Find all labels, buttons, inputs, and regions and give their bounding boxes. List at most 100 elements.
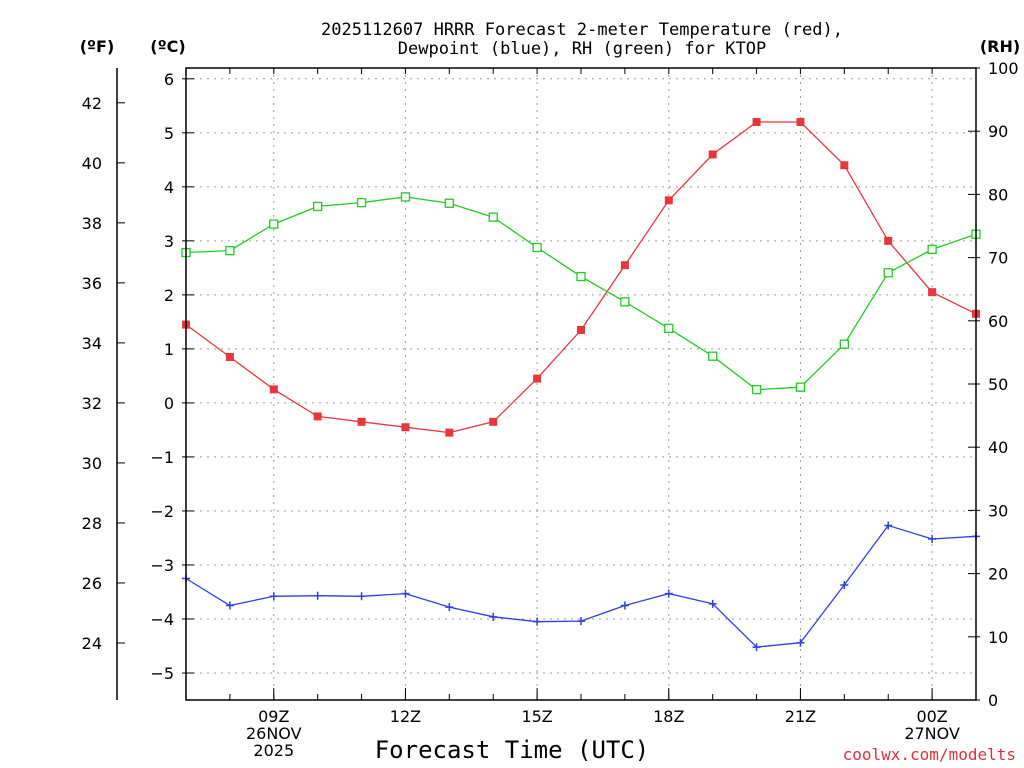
celsius-tick-label: −1 — [150, 448, 174, 467]
chart-title-line1: 2025112607 HRRR Forecast 2-meter Tempera… — [321, 20, 843, 40]
temperature-point — [796, 118, 805, 127]
time-tick-label: 26NOV — [246, 724, 302, 743]
celsius-tick-label: −5 — [150, 664, 174, 683]
rh-tick-label: 20 — [988, 565, 1008, 584]
celsius-tick-label: −4 — [150, 610, 174, 629]
rh-tick-label: 10 — [988, 628, 1008, 647]
dewpoint-point — [796, 638, 805, 647]
rh-tick-label: 0 — [988, 691, 998, 710]
plot-frame — [185, 67, 977, 701]
temperature-point — [533, 374, 542, 383]
celsius-axis: −5 −4 −3 −2 −1 0 1 2 3 4 5 6 — [150, 70, 194, 683]
temperature-point — [489, 417, 498, 426]
celsius-tick-label: −3 — [150, 556, 174, 575]
rh-tick-label: 30 — [988, 501, 1008, 520]
dewpoint-point — [840, 580, 849, 589]
temperature-point — [840, 161, 849, 170]
dewpoint-point — [884, 521, 893, 530]
temperature-point — [664, 196, 673, 205]
fahrenheit-tick-label: 30 — [82, 454, 102, 473]
celsius-tick-label: 0 — [164, 394, 174, 413]
temperature-point — [620, 261, 629, 270]
grid-lines — [186, 68, 976, 700]
temperature-point — [401, 423, 410, 432]
rh-point — [488, 212, 498, 222]
celsius-tick-label: −2 — [150, 502, 174, 521]
time-tick-label: 2025 — [253, 741, 294, 760]
rh-tick-label: 80 — [988, 185, 1008, 204]
rh-point — [576, 271, 586, 282]
rh-point — [400, 192, 411, 202]
rh-axis: 0 10 20 30 40 50 60 70 80 90 100 — [968, 59, 1019, 710]
time-tick-label: 12Z — [390, 707, 421, 726]
dewpoint-point — [401, 589, 410, 598]
celsius-tick-label: 6 — [164, 70, 174, 89]
temperature-point — [752, 118, 761, 127]
dewpoint-point — [752, 643, 761, 652]
dewpoint-point — [664, 589, 673, 598]
celsius-tick-label: 2 — [164, 286, 174, 305]
temperature-point — [225, 352, 234, 361]
celsius-tick-label: 4 — [164, 178, 174, 197]
rh-point — [708, 351, 718, 361]
fahrenheit-tick-label: 40 — [82, 154, 102, 173]
temperature-point — [313, 412, 322, 421]
temperature-point — [445, 428, 454, 437]
series-layer — [181, 118, 981, 652]
series-rh — [181, 192, 981, 395]
dewpoint-point — [489, 612, 498, 621]
rh-point — [532, 242, 542, 253]
rh-tick-label: 60 — [988, 312, 1008, 331]
rh-tick-label: 90 — [988, 122, 1008, 141]
fahrenheit-tick-label: 34 — [82, 334, 102, 353]
temperature-point — [357, 417, 366, 426]
dewpoint-point — [357, 592, 366, 601]
dewpoint-point — [269, 592, 278, 601]
fahrenheit-tick-label: 28 — [82, 514, 102, 533]
fahrenheit-tick-label: 26 — [82, 574, 102, 593]
fahrenheit-axis: 24 26 28 30 32 34 36 38 40 42 — [82, 68, 125, 700]
fahrenheit-tick-label: 32 — [82, 394, 102, 413]
rh-unit-label: (RH) — [980, 37, 1020, 56]
fahrenheit-tick-label: 24 — [82, 634, 102, 653]
credit-label: coolwx.com/modelts — [843, 745, 1016, 764]
series-line-dewpoint — [185, 524, 977, 648]
rh-point — [664, 323, 674, 334]
rh-tick-label: 50 — [988, 375, 1008, 394]
rh-point — [269, 219, 279, 229]
temperature-point — [928, 288, 937, 297]
dewpoint-point — [225, 601, 234, 610]
dewpoint-point — [577, 617, 585, 626]
fahrenheit-unit-label: (ºF) — [80, 37, 115, 56]
rh-point — [444, 198, 454, 208]
celsius-unit-label: (ºC) — [150, 37, 185, 56]
dewpoint-point — [533, 617, 542, 626]
time-tick-label: 21Z — [785, 707, 816, 726]
rh-point — [883, 268, 893, 278]
series-dewpoint — [182, 521, 980, 652]
celsius-tick-label: 1 — [164, 340, 174, 359]
rh-point — [839, 339, 849, 349]
rh-tick-label: 100 — [988, 59, 1019, 78]
temperature-point — [577, 325, 585, 334]
series-temperature — [182, 118, 980, 437]
fahrenheit-tick-label: 38 — [82, 214, 102, 233]
rh-point — [356, 197, 367, 208]
rh-point — [927, 244, 937, 255]
temperature-point — [708, 150, 717, 159]
rh-tick-label: 40 — [988, 438, 1008, 457]
time-tick-label: 18Z — [653, 707, 684, 726]
chart-title-line2: Dewpoint (blue), RH (green) for KTOP — [398, 39, 766, 59]
celsius-tick-label: 3 — [164, 232, 174, 251]
time-tick-label: 27NOV — [904, 724, 960, 743]
fahrenheit-tick-label: 36 — [82, 274, 102, 293]
time-tick-label: 00Z — [916, 707, 947, 726]
rh-tick-label: 70 — [988, 249, 1008, 268]
rh-point — [795, 382, 806, 392]
dewpoint-point — [445, 603, 454, 612]
time-tick-label: 09Z — [258, 707, 289, 726]
dewpoint-point — [928, 535, 937, 544]
dewpoint-point — [620, 601, 629, 610]
